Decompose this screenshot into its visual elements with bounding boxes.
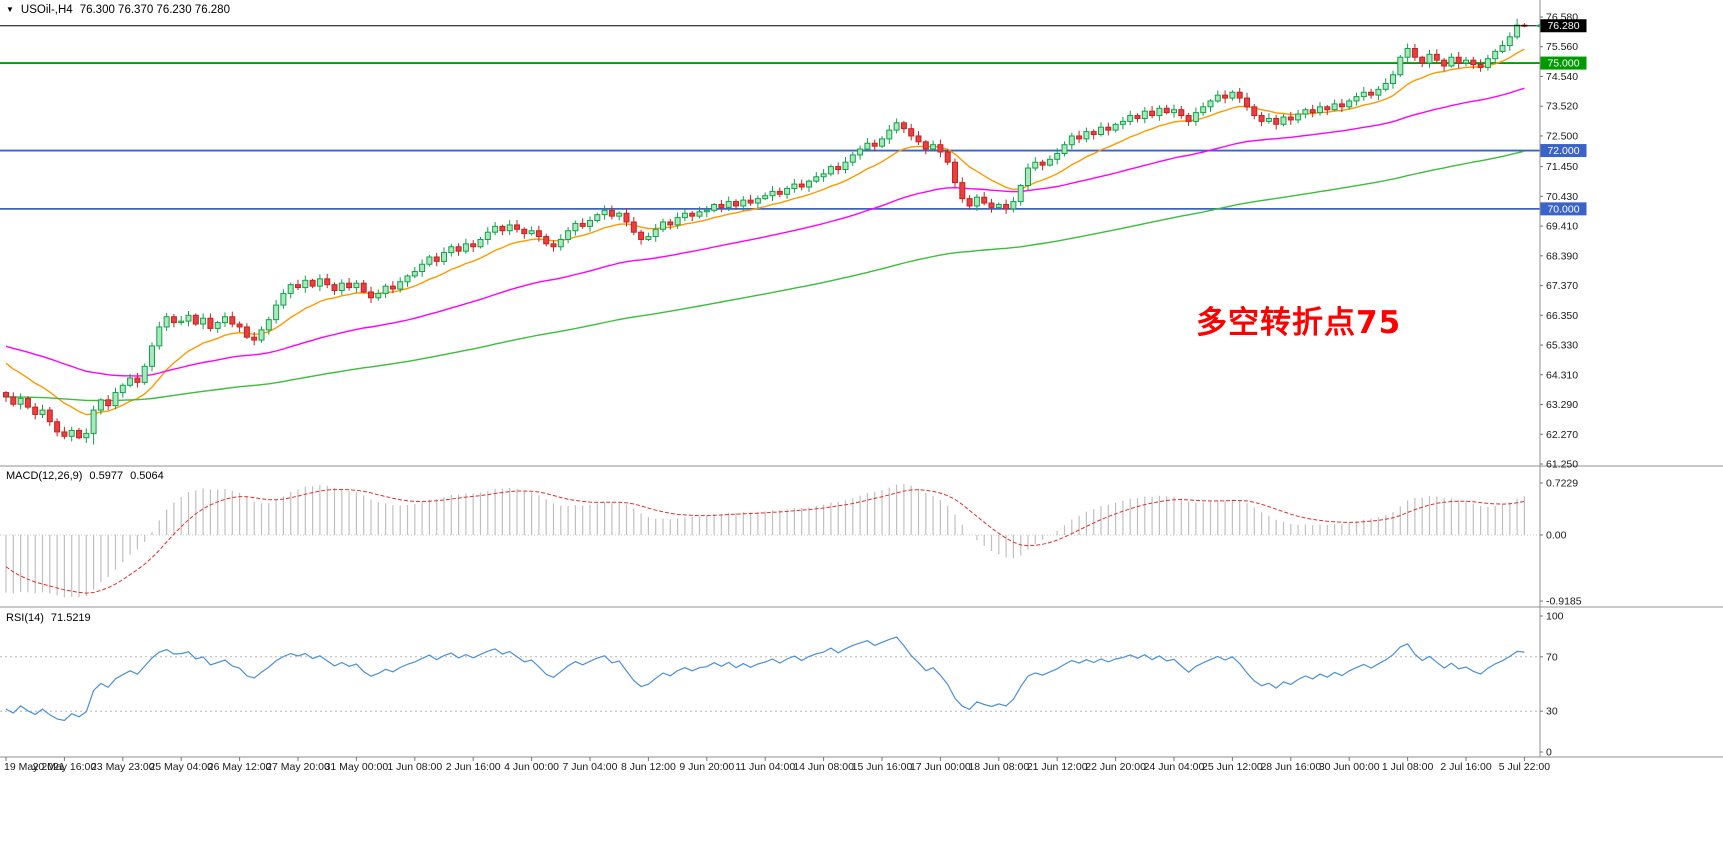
- price-tick-label: 69.410: [1546, 221, 1578, 233]
- price-tick-label: 0.7229: [1546, 478, 1578, 490]
- time-tick-label: 21 Jun 12:00: [1027, 761, 1088, 773]
- time-tick-label: 27 May 20:00: [266, 761, 330, 773]
- chart-header: ▼ USOil-,H4 76.300 76.370 76.230 76.280: [6, 4, 230, 16]
- time-tick-label: 25 May 04:00: [149, 761, 213, 773]
- time-tick-label: 15 Jun 16:00: [852, 761, 913, 773]
- price-tick-label: 63.290: [1546, 399, 1578, 411]
- time-tick-label: 1 Jul 08:00: [1382, 761, 1434, 773]
- time-tick-label: 11 Jun 04:00: [735, 761, 795, 773]
- time-tick-label: 2 Jul 16:00: [1440, 761, 1492, 773]
- macd-signal-line: [5, 488, 1525, 594]
- rsi-indicator-label: RSI(14) 71.5219: [6, 612, 91, 624]
- macd-name: MACD(12,26,9): [6, 470, 83, 482]
- price-tick-label: 67.370: [1546, 280, 1578, 292]
- svg-text:72.000: 72.000: [1547, 145, 1579, 157]
- time-tick-label: 24 Jun 04:00: [1144, 761, 1205, 773]
- price-tick-label: 100: [1546, 611, 1564, 623]
- rsi-line: [5, 636, 1525, 722]
- price-tick-label: 75.560: [1546, 41, 1578, 53]
- price-badge-75.000: [1540, 56, 1587, 70]
- price-axis-ticks: 76.58075.56074.54073.52072.50071.45070.4…: [1540, 12, 1582, 759]
- price-tick-label: 73.520: [1546, 101, 1578, 113]
- price-tick-label: 61.250: [1546, 459, 1578, 471]
- time-tick-label: 8 Jun 12:00: [621, 761, 676, 773]
- price-tick-label: 66.350: [1546, 310, 1578, 322]
- time-tick-label: 28 Jun 16:00: [1260, 761, 1321, 773]
- price-axis-badges: 75.000 72.000 70.000 76.280: [1540, 19, 1587, 216]
- time-tick-label: 5 Jul 22:00: [1499, 761, 1551, 773]
- time-tick-label: 9 Jun 20:00: [679, 761, 734, 773]
- symbol-timeframe-label: USOil-,H4: [20, 4, 73, 16]
- price-badge-70.000: [1540, 202, 1587, 216]
- price-tick-label: 70.430: [1546, 191, 1578, 203]
- time-tick-label: 1 Jun 08:00: [387, 761, 442, 773]
- svg-text:75.000: 75.000: [1547, 58, 1579, 70]
- price-tick-label: -0.9185: [1546, 596, 1582, 608]
- horizontal-price-lines[interactable]: [0, 62, 1540, 210]
- price-tick-label: 74.540: [1546, 71, 1578, 83]
- time-tick-label: 2 Jun 16:00: [446, 761, 501, 773]
- time-tick-label: 23 May 23:00: [91, 761, 155, 773]
- price-tick-label: 70: [1546, 651, 1558, 663]
- collapse-icon[interactable]: ▼: [6, 5, 14, 14]
- svg-text:76.280: 76.280: [1547, 20, 1579, 32]
- ohlc-values: 76.300 76.370 76.230 76.280: [79, 4, 230, 16]
- price-tick-label: 71.450: [1546, 161, 1578, 173]
- time-tick-label: 17 Jun 00:00: [910, 761, 971, 773]
- macd-panel[interactable]: [0, 466, 1540, 607]
- macd-signal-value: 0.5064: [130, 470, 164, 482]
- main-chart-panel[interactable]: [0, 0, 1540, 466]
- price-badge-72.000: [1540, 144, 1587, 158]
- price-tick-label: 64.310: [1546, 369, 1578, 381]
- macd-histogram: [5, 484, 1526, 598]
- price-tick-label: 0.00: [1546, 529, 1567, 541]
- price-tick-label: 68.390: [1546, 250, 1578, 262]
- rsi-name: RSI(14): [6, 612, 44, 624]
- ma-mid-line: [5, 87, 1525, 377]
- time-axis[interactable]: [0, 757, 1580, 777]
- time-tick-label: 20 May 16:00: [33, 761, 97, 773]
- price-badge-current: [1540, 19, 1587, 33]
- time-tick-label: 26 May 12:00: [208, 761, 272, 773]
- time-tick-label: 14 Jun 08:00: [793, 761, 854, 773]
- price-tick-label: 72.500: [1546, 130, 1578, 142]
- time-tick-label: 30 Jun 00:00: [1319, 761, 1380, 773]
- candles-group: [3, 18, 1528, 445]
- price-tick-label: 62.270: [1546, 429, 1578, 441]
- time-tick-label: 19 May 2021: [4, 761, 65, 773]
- rsi-value: 71.5219: [50, 612, 91, 624]
- time-tick-label: 22 Jun 20:00: [1085, 761, 1146, 773]
- price-tick-label: 30: [1546, 706, 1558, 718]
- svg-text:70.000: 70.000: [1547, 203, 1579, 215]
- ma-slow-line: [5, 150, 1525, 402]
- price-tick-label: 65.330: [1546, 340, 1578, 352]
- macd-indicator-label: MACD(12,26,9) 0.5977 0.5064: [6, 470, 164, 482]
- time-tick-label: 7 Jun 04:00: [563, 761, 618, 773]
- macd-main-value: 0.5977: [89, 470, 124, 482]
- price-axis[interactable]: [1540, 0, 1600, 757]
- time-tick-label: 18 Jun 08:00: [968, 761, 1029, 773]
- chart-annotation-text[interactable]: 多空转折点75: [1196, 305, 1402, 341]
- time-tick-label: 25 Jun 12:00: [1202, 761, 1263, 773]
- rsi-panel[interactable]: [0, 607, 1540, 757]
- price-tick-label: 0: [1546, 747, 1552, 759]
- time-tick-label: 31 May 00:00: [325, 761, 389, 773]
- time-tick-label: 4 Jun 00:00: [504, 761, 559, 773]
